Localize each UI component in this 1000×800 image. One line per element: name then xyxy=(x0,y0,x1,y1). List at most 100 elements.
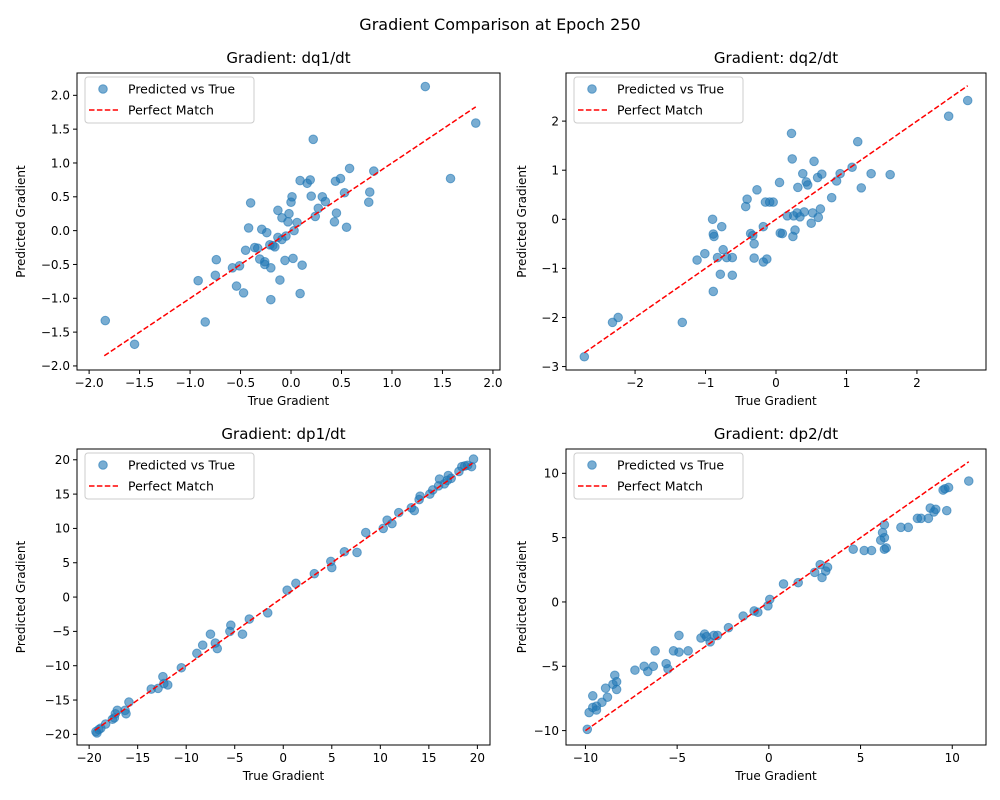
scatter-point xyxy=(197,640,208,650)
scatter-point xyxy=(282,585,292,596)
x-tick-label: 1 xyxy=(843,376,851,390)
legend-label-scatter: Predicted vs True xyxy=(128,82,235,97)
x-tick-label: 1.5 xyxy=(433,376,452,390)
scatter-point xyxy=(297,260,307,270)
scatter-point xyxy=(774,177,785,188)
legend-marker-scatter xyxy=(587,84,597,94)
scatter-point xyxy=(284,208,294,219)
x-tick-label: 0.5 xyxy=(332,376,351,390)
scatter-point xyxy=(822,562,833,573)
scatter-point xyxy=(762,254,772,264)
scatter-point xyxy=(468,454,479,464)
legend-label-scatter: Predicted vs True xyxy=(617,458,724,473)
scatter-point xyxy=(600,683,611,693)
scatter-point xyxy=(809,567,820,578)
scatter-point xyxy=(815,204,826,214)
scatter-point xyxy=(881,543,892,553)
scatter-point xyxy=(121,708,131,719)
scatter-point xyxy=(943,111,954,121)
scatter-point xyxy=(309,568,320,579)
scatter-point xyxy=(240,245,251,256)
x-tick-label: −1.0 xyxy=(175,376,204,390)
y-tick-label: 1 xyxy=(551,164,559,178)
scatter-point xyxy=(866,545,877,556)
scatter-point xyxy=(287,192,297,202)
x-axis-label: True Gradient xyxy=(734,394,817,408)
subplot-title: Gradient: dp1/dt xyxy=(221,425,345,443)
x-tick-label: −5 xyxy=(226,751,244,765)
scatter-point xyxy=(630,665,640,675)
legend-label-line: Perfect Match xyxy=(128,479,214,494)
scatter-point xyxy=(176,662,187,673)
scatter-point xyxy=(786,128,797,139)
axes-frame xyxy=(565,448,987,746)
x-axis-label: True Gradient xyxy=(242,769,325,783)
scatter-point xyxy=(778,579,789,589)
subplot-2: Gradient: dq2/dt −2 −1 0 1 2 −3 −2 −1 0 1 2 True Gra… xyxy=(515,49,987,408)
legend-box xyxy=(84,452,255,500)
scatter-point xyxy=(283,217,293,227)
perfect-match-line xyxy=(103,106,477,357)
x-tick-label: 5 xyxy=(857,751,865,765)
scatter-point xyxy=(192,648,202,659)
scatter-point xyxy=(591,705,602,715)
scatter-point xyxy=(692,255,702,265)
y-tick-label: 0.0 xyxy=(51,224,70,238)
scatter-point xyxy=(470,118,481,128)
legend-marker-scatter xyxy=(587,460,597,470)
scatter-point xyxy=(847,162,857,173)
scatter-series xyxy=(579,95,973,362)
legend: Predicted vs True Perfect Match xyxy=(573,452,744,500)
scatter-point xyxy=(768,197,778,207)
scatter-point xyxy=(963,476,974,486)
scatter-point xyxy=(923,513,934,524)
scatter-point xyxy=(266,294,276,305)
y-axis-label: Predicted Gradient xyxy=(14,541,28,654)
legend-marker-scatter xyxy=(98,84,108,94)
scatter-point xyxy=(856,183,867,193)
legend: Predicted vs True Perfect Match xyxy=(84,76,255,124)
scatter-point xyxy=(261,227,272,238)
x-tick-label: −0.5 xyxy=(226,376,255,390)
x-axis-label: True Gradient xyxy=(247,394,330,408)
y-tick-label: −3 xyxy=(541,360,559,374)
scatter-point xyxy=(777,228,788,239)
subplot-3: Gradient: dp1/dt −20 −15 −10 −5 0 5 10 15 20 −20 −1… xyxy=(14,425,491,783)
y-axis-label: Predicted Gradient xyxy=(14,165,28,278)
scatter-point xyxy=(700,248,710,259)
y-tick-label: −1.5 xyxy=(41,325,70,339)
scatter-point xyxy=(369,166,379,176)
scatter-point xyxy=(341,222,352,233)
scatter-point xyxy=(409,505,420,516)
y-tick-label: 0.5 xyxy=(51,190,70,204)
scatter-point xyxy=(764,594,775,605)
scatter-point xyxy=(941,505,952,516)
scatter-point xyxy=(124,697,134,707)
scatter-point xyxy=(313,203,324,214)
scatter-point xyxy=(852,136,863,147)
scatter-point xyxy=(245,198,256,208)
figure-title: Gradient Comparison at Epoch 250 xyxy=(359,15,640,34)
scatter-point xyxy=(273,205,283,216)
y-tick-label: 15 xyxy=(55,487,70,501)
scatter-point xyxy=(100,315,111,326)
subplot-title: Gradient: dq1/dt xyxy=(226,49,350,67)
scatter-point xyxy=(790,225,800,235)
y-tick-label: −10 xyxy=(534,724,559,738)
x-tick-label: 2.0 xyxy=(483,376,502,390)
scatter-point xyxy=(930,504,941,515)
legend-label-scatter: Predicted vs True xyxy=(128,458,235,473)
legend-label-line: Perfect Match xyxy=(617,103,703,118)
scatter-point xyxy=(752,185,762,195)
scatter-point xyxy=(677,317,688,328)
legend: Predicted vs True Perfect Match xyxy=(84,452,255,500)
y-tick-label: 0 xyxy=(62,590,70,604)
scatter-point xyxy=(799,207,809,217)
scatter-point xyxy=(266,263,276,273)
x-tick-label: 0 xyxy=(279,751,287,765)
y-tick-label: 0 xyxy=(551,213,559,227)
y-axis-label: Predicted Gradient xyxy=(515,165,529,278)
x-tick-label: 10 xyxy=(373,751,388,765)
scatter-point xyxy=(749,239,759,249)
y-tick-label: 1.5 xyxy=(51,122,70,136)
